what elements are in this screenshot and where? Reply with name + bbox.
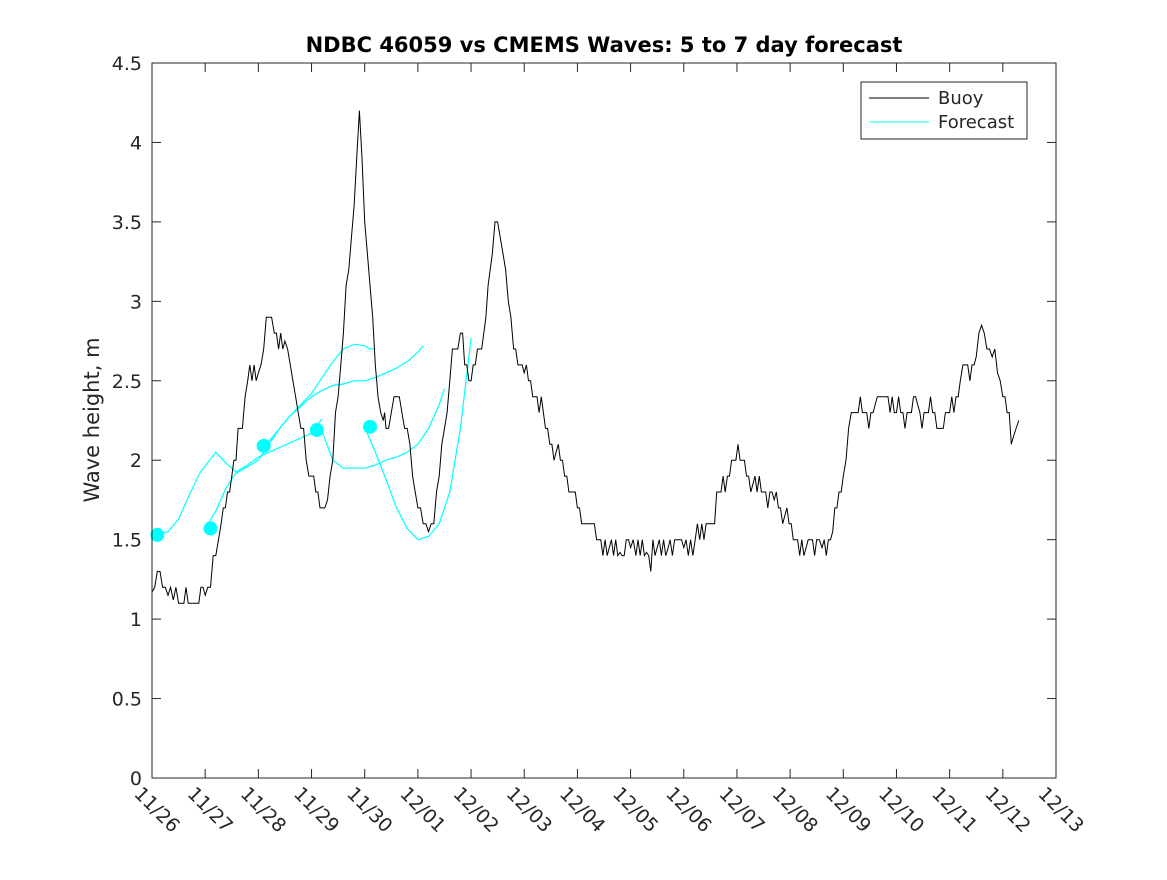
plot-area bbox=[152, 63, 1056, 778]
y-tick-label: 0 bbox=[130, 768, 142, 790]
y-tick-label: 1 bbox=[130, 609, 142, 631]
y-tick-label: 1.5 bbox=[112, 530, 142, 552]
forecast-line bbox=[364, 337, 472, 541]
y-tick-label: 3.5 bbox=[112, 212, 142, 234]
forecast-marker bbox=[309, 423, 324, 438]
y-tick-label: 2.5 bbox=[112, 371, 142, 393]
legend-buoy-label: Buoy bbox=[938, 88, 984, 109]
forecast-marker bbox=[150, 527, 165, 542]
y-tick-label: 0.5 bbox=[112, 689, 142, 711]
forecast-line bbox=[258, 345, 424, 447]
y-tick-label: 4.5 bbox=[112, 53, 142, 75]
forecast-markers bbox=[150, 419, 378, 542]
y-tick-label: 3 bbox=[130, 291, 142, 313]
forecast-marker bbox=[363, 419, 378, 434]
y-tick-labels: 0 0.5 1 1.5 2 2.5 3 3.5 4 4.5 bbox=[112, 53, 142, 790]
y-axis-label: Wave height, m bbox=[80, 337, 104, 502]
forecast-marker bbox=[203, 521, 218, 536]
forecast-series bbox=[151, 337, 472, 541]
forecast-line bbox=[151, 343, 376, 536]
legend-forecast-label: Forecast bbox=[938, 112, 1014, 133]
buoy-line bbox=[151, 110, 1020, 604]
forecast-marker bbox=[256, 438, 271, 453]
buoy-series bbox=[151, 110, 1020, 604]
legend: Buoy Forecast bbox=[860, 81, 1028, 140]
plot-frame bbox=[151, 62, 1057, 779]
chart-title: NDBC 46059 vs CMEMS Waves: 5 to 7 day fo… bbox=[306, 33, 903, 57]
y-tick-label: 2 bbox=[130, 450, 142, 472]
legend-box bbox=[860, 81, 1028, 140]
y-tick-label: 4 bbox=[130, 132, 142, 154]
forecast-line bbox=[311, 388, 446, 469]
